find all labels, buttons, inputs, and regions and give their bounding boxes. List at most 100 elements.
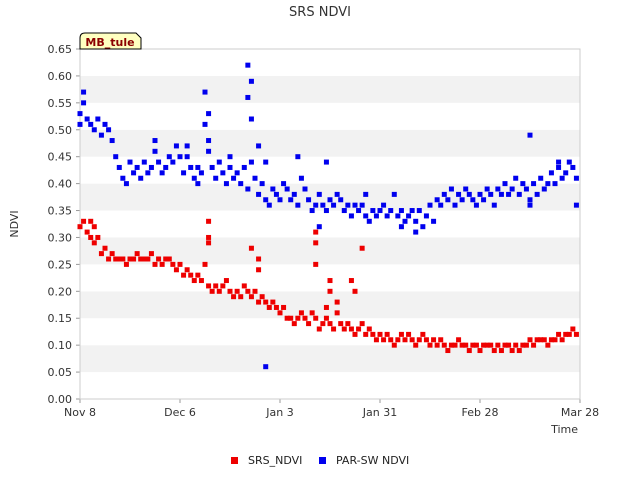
par-sw-ndvi-point <box>306 197 312 203</box>
srs-ndvi-point <box>313 229 319 235</box>
par-sw-ndvi-point <box>231 175 237 181</box>
par-sw-ndvi-point <box>113 154 119 160</box>
par-sw-ndvi-point <box>323 159 329 165</box>
par-sw-ndvi-point <box>102 121 108 127</box>
par-sw-ndvi-point <box>413 218 419 224</box>
par-sw-ndvi-point <box>559 175 565 181</box>
srs-ndvi-point <box>427 342 433 348</box>
par-sw-ndvi-point <box>206 111 212 117</box>
par-sw-ndvi-point <box>423 213 429 219</box>
srs-ndvi-point <box>502 342 508 348</box>
srs-ndvi-point <box>216 288 222 294</box>
par-sw-ndvi-point <box>170 159 176 165</box>
srs-ndvi-point <box>313 261 319 267</box>
srs-ndvi-point <box>388 337 394 343</box>
par-sw-ndvi-point <box>295 154 301 160</box>
srs-ndvi-point <box>152 261 158 267</box>
par-sw-ndvi-point <box>495 186 501 192</box>
par-sw-ndvi-point <box>220 170 226 176</box>
par-sw-ndvi-point <box>248 159 254 165</box>
par-sw-ndvi-point <box>413 229 419 235</box>
par-sw-ndvi-point <box>266 202 272 208</box>
srs-ndvi-point <box>545 342 551 348</box>
par-sw-ndvi-point <box>370 208 376 214</box>
par-sw-ndvi-point <box>484 186 490 192</box>
srs-ndvi-point <box>202 261 208 267</box>
par-sw-ndvi-point <box>548 170 554 176</box>
srs-ndvi-point <box>373 337 379 343</box>
par-sw-ndvi-point <box>184 154 190 160</box>
srs-ndvi-point <box>402 337 408 343</box>
srs-ndvi-point <box>95 234 101 240</box>
par-sw-ndvi-point <box>234 170 240 176</box>
par-sw-ndvi-point <box>241 164 247 170</box>
srs-ndvi-point <box>523 342 529 348</box>
srs-ndvi-point <box>256 256 262 262</box>
srs-ndvi-point <box>438 337 444 343</box>
par-sw-ndvi-point <box>213 175 219 181</box>
par-sw-ndvi-point <box>263 159 269 165</box>
par-sw-ndvi-point <box>348 213 354 219</box>
par-sw-ndvi-point <box>466 191 472 197</box>
par-sw-ndvi-point <box>502 181 508 187</box>
par-sw-ndvi-point <box>181 170 187 176</box>
par-sw-ndvi-point <box>573 202 579 208</box>
srs-ndvi-point <box>231 294 237 300</box>
par-sw-ndvi-point <box>256 191 262 197</box>
par-sw-ndvi-point <box>459 197 465 203</box>
srs-ndvi-point <box>559 337 565 343</box>
par-sw-ndvi-point <box>163 164 169 170</box>
par-sw-ndvi-point <box>416 208 422 214</box>
par-sw-ndvi-point <box>245 62 251 68</box>
srs-ndvi-point <box>88 218 94 224</box>
srs-ndvi-point <box>441 342 447 348</box>
data-points <box>77 62 579 370</box>
par-sw-ndvi-point <box>334 191 340 197</box>
par-sw-ndvi-point <box>527 132 533 138</box>
srs-ndvi-point <box>541 337 547 343</box>
par-sw-ndvi-point <box>206 148 212 154</box>
srs-ndvi-point <box>195 272 201 278</box>
srs-ndvi-point <box>323 315 329 321</box>
srs-ndvi-point <box>348 278 354 284</box>
srs-ndvi-point <box>334 310 340 316</box>
par-sw-ndvi-point <box>556 164 562 170</box>
par-sw-ndvi-point <box>223 181 229 187</box>
background-band <box>80 345 580 373</box>
par-sw-ndvi-point <box>177 154 183 160</box>
par-sw-ndvi-point <box>252 175 258 181</box>
par-sw-ndvi-point <box>159 170 165 176</box>
srs-ndvi-point <box>88 234 94 240</box>
srs-ndvi-point <box>281 304 287 310</box>
x-tick-label: Jan 31 <box>362 406 397 419</box>
y-tick-label: 0.25 <box>48 258 73 271</box>
srs-ndvi-point <box>466 348 472 354</box>
srs-ndvi-point <box>359 245 365 251</box>
srs-ndvi-point <box>263 299 269 305</box>
par-sw-ndvi-point <box>216 159 222 165</box>
y-tick-label: 0.55 <box>48 97 73 110</box>
par-sw-ndvi-point <box>120 175 126 181</box>
par-sw-ndvi-point <box>570 164 576 170</box>
x-tick-label: Mar 28 <box>561 406 599 419</box>
y-tick-label: 0.20 <box>48 285 73 298</box>
par-sw-ndvi-point <box>202 121 208 127</box>
par-sw-ndvi-point <box>338 197 344 203</box>
par-sw-ndvi-point <box>195 181 201 187</box>
par-sw-ndvi-point <box>291 191 297 197</box>
srs-ndvi-point <box>570 326 576 332</box>
srs-ndvi-point <box>313 315 319 321</box>
srs-ndvi-point <box>448 342 454 348</box>
par-sw-ndvi-point <box>388 208 394 214</box>
srs-ndvi-point <box>484 342 490 348</box>
srs-ndvi-point <box>123 261 129 267</box>
par-sw-ndvi-point <box>402 218 408 224</box>
srs-ndvi-point <box>352 331 358 337</box>
par-sw-ndvi-point <box>470 197 476 203</box>
x-axis-ticks: Nov 8 Dec 6 Jan 3 Jan 31 Feb 28 Mar 28 <box>64 399 599 419</box>
srs-ndvi-point <box>206 234 212 240</box>
srs-ndvi-point <box>306 321 312 327</box>
srs-ndvi-point <box>566 331 572 337</box>
par-sw-ndvi-point <box>445 197 451 203</box>
srs-ndvi-point <box>531 342 537 348</box>
